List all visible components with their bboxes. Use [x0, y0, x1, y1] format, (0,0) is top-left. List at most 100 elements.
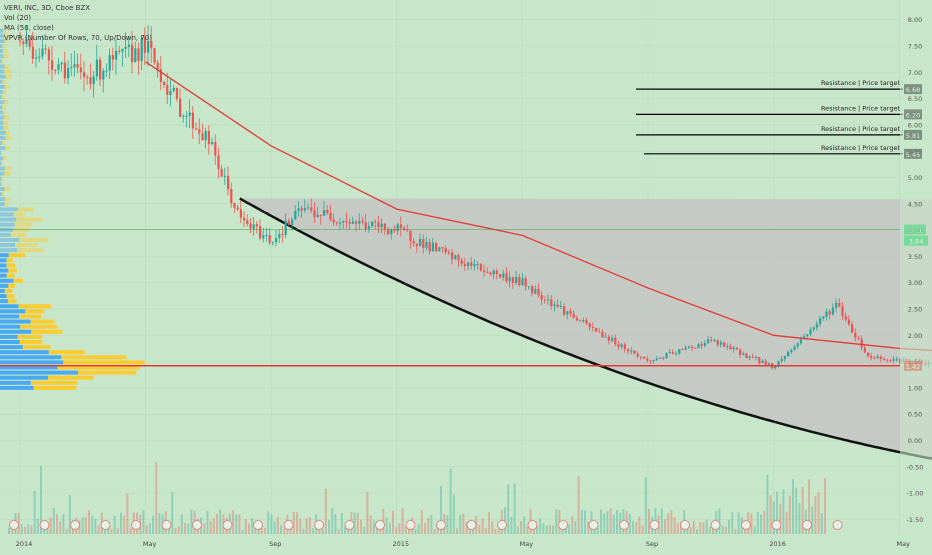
vpvr-row-down	[4, 171, 11, 176]
vpvr-row-down	[8, 268, 17, 273]
vpvr-row-up	[0, 278, 14, 283]
earnings-marker[interactable]	[344, 520, 355, 530]
candle-body	[879, 356, 882, 359]
volume-bar	[107, 526, 110, 534]
earnings-marker[interactable]	[375, 520, 385, 530]
vpvr-row-down	[6, 263, 16, 268]
earnings-marker[interactable]	[832, 520, 843, 530]
earnings-marker[interactable]	[283, 520, 294, 530]
vpvr-row-up	[0, 105, 3, 110]
candle-body	[543, 299, 546, 301]
earnings-marker[interactable]	[314, 520, 324, 530]
candle-body	[518, 276, 521, 286]
volume-bar	[340, 513, 343, 534]
candle-body	[60, 62, 63, 65]
volume-bar	[699, 522, 702, 534]
vpvr-row-up	[0, 38, 5, 43]
earnings-marker[interactable]	[222, 520, 233, 530]
earnings-marker[interactable]	[710, 520, 721, 530]
volume-bar	[84, 517, 87, 534]
volume-bar	[126, 493, 129, 534]
earnings-marker[interactable]	[527, 520, 538, 530]
earnings-marker[interactable]	[70, 520, 80, 530]
earnings-marker[interactable]	[771, 520, 782, 530]
volume-bar	[171, 492, 174, 534]
candle-body	[172, 87, 175, 91]
earnings-marker[interactable]	[802, 520, 812, 530]
legend-volume[interactable]: Vol (20)	[4, 14, 32, 22]
legend-ma[interactable]: MA (50, close)	[4, 24, 54, 32]
candle-body	[169, 90, 172, 95]
vpvr-row-down	[48, 375, 94, 380]
vpvr-row-up	[0, 365, 58, 370]
vpvr-row-up	[0, 74, 6, 79]
volume-bar	[571, 516, 574, 534]
earnings-marker[interactable]	[405, 520, 416, 530]
volume-bar	[737, 511, 740, 534]
candle-body	[268, 235, 271, 243]
candle-body	[233, 203, 236, 208]
earnings-marker[interactable]	[192, 520, 202, 530]
candle-body	[572, 313, 575, 318]
vpvr-row-down	[14, 222, 33, 227]
volume-bar	[305, 518, 308, 534]
price-axis-background	[900, 0, 932, 535]
earnings-marker[interactable]	[161, 520, 172, 530]
volume-bar	[20, 524, 23, 534]
earnings-marker[interactable]	[588, 520, 599, 530]
earnings-marker[interactable]	[680, 520, 690, 530]
candle-body	[396, 224, 399, 231]
volume-bar	[328, 519, 330, 534]
vpvr-row-up	[0, 375, 49, 380]
candle-body	[19, 40, 22, 42]
earnings-marker[interactable]	[619, 520, 629, 530]
candle-body	[607, 336, 610, 341]
volume-bar	[763, 510, 766, 534]
legend-vpvr[interactable]: VPVR (Number Of Rows, 70, Up/Down, 70)	[4, 34, 153, 42]
candle-body	[22, 41, 25, 45]
volume-bar	[824, 478, 826, 534]
volume-bar	[62, 514, 65, 534]
earnings-marker[interactable]	[100, 520, 111, 530]
candle-body	[387, 229, 390, 235]
earnings-marker[interactable]	[558, 520, 568, 530]
earnings-marker[interactable]	[741, 520, 751, 530]
price-axis[interactable]: 8.00 7.50 7.00 6.50 6.00 5.50 5.00 4.50 4.00 3.50…	[900, 0, 932, 535]
volume-bar	[798, 502, 801, 534]
earnings-marker[interactable]	[39, 520, 50, 530]
volume-bar	[36, 518, 39, 534]
candle-body	[662, 357, 665, 359]
volume-bar	[491, 521, 494, 534]
time-axis[interactable]: 2014MaySep2015MaySep2016MaySep2017MaySep…	[0, 536, 932, 550]
volume-bar	[30, 525, 33, 534]
volume-bar	[673, 517, 676, 534]
candle-body	[457, 255, 460, 261]
candle-body	[303, 208, 306, 211]
candle-body	[838, 302, 841, 307]
volume-bar	[33, 491, 36, 534]
vpvr-row-up	[0, 350, 49, 355]
vpvr-row-up	[0, 212, 14, 217]
candle-body	[841, 306, 844, 316]
volume-bar	[8, 527, 10, 534]
candle-body	[425, 242, 428, 248]
earnings-marker[interactable]	[9, 520, 19, 530]
earnings-marker[interactable]	[436, 520, 446, 530]
earnings-marker[interactable]	[131, 520, 141, 530]
candle-body	[844, 315, 847, 320]
volume-bar	[702, 522, 705, 534]
volume-bar	[123, 515, 126, 534]
earnings-marker[interactable]	[497, 520, 507, 530]
candle-body	[428, 242, 431, 252]
volume-bar	[756, 512, 759, 534]
candle-body	[332, 219, 335, 223]
earnings-marker[interactable]	[466, 520, 477, 530]
legend-symbol[interactable]: VERI, INC, 3D, Cboe BZX	[4, 4, 91, 12]
earnings-marker[interactable]	[253, 520, 263, 530]
candle-body	[451, 252, 454, 260]
vpvr-row-up	[0, 385, 34, 390]
candle-body	[121, 48, 124, 52]
volume-profile	[0, 28, 145, 390]
earnings-marker[interactable]	[649, 520, 660, 530]
